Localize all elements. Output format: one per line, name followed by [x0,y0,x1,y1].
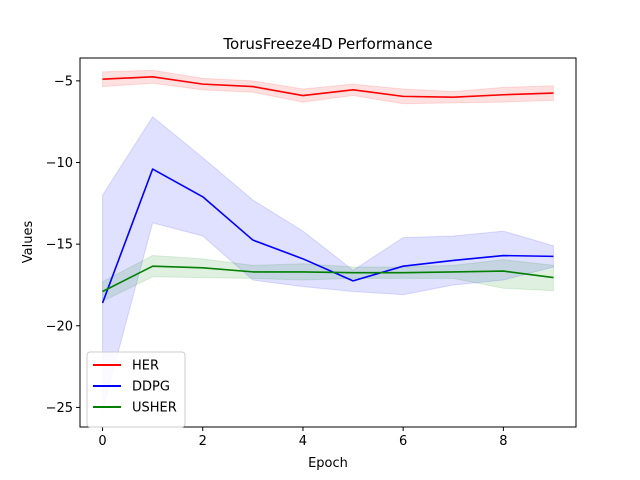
y-tick-label-25: −25 [46,401,73,416]
x-tick-label-0: 0 [98,434,106,449]
legend-label-usher: USHER [132,401,177,416]
x-tick-label-8: 8 [499,434,507,449]
x-tick-label-6: 6 [399,434,407,449]
x-axis-ticks: 0 2 4 6 8 [98,427,507,449]
y-axis-ticks: −5 −10 −15 −20 −25 [46,74,80,416]
y-axis-label: Values [21,221,36,264]
band-ddpg [102,116,554,411]
x-tick-label-4: 4 [299,434,307,449]
series-line-her [102,75,554,98]
y-tick-label-15: −15 [46,238,73,253]
legend-label-ddpg: DDPG [132,380,170,395]
y-tick-label-10: −10 [46,156,73,171]
y-tick-label-20: −20 [46,319,73,334]
y-tick-label-5: −5 [54,74,73,89]
series-lines [101,75,554,304]
band-usher [102,255,554,303]
chart-title: TorusFreeze4D Performance [222,35,432,53]
plot-area-frame [79,57,577,428]
legend-label-her: HER [132,359,159,374]
legend: HER DDPG USHER [86,351,186,428]
legend-box [86,351,186,428]
band-her [102,69,554,105]
x-tick-label-2: 2 [199,434,207,449]
x-axis-label: Epoch [308,456,348,471]
series-line-usher [102,265,554,293]
series-line-ddpg [101,168,554,304]
confidence-bands [102,69,554,411]
